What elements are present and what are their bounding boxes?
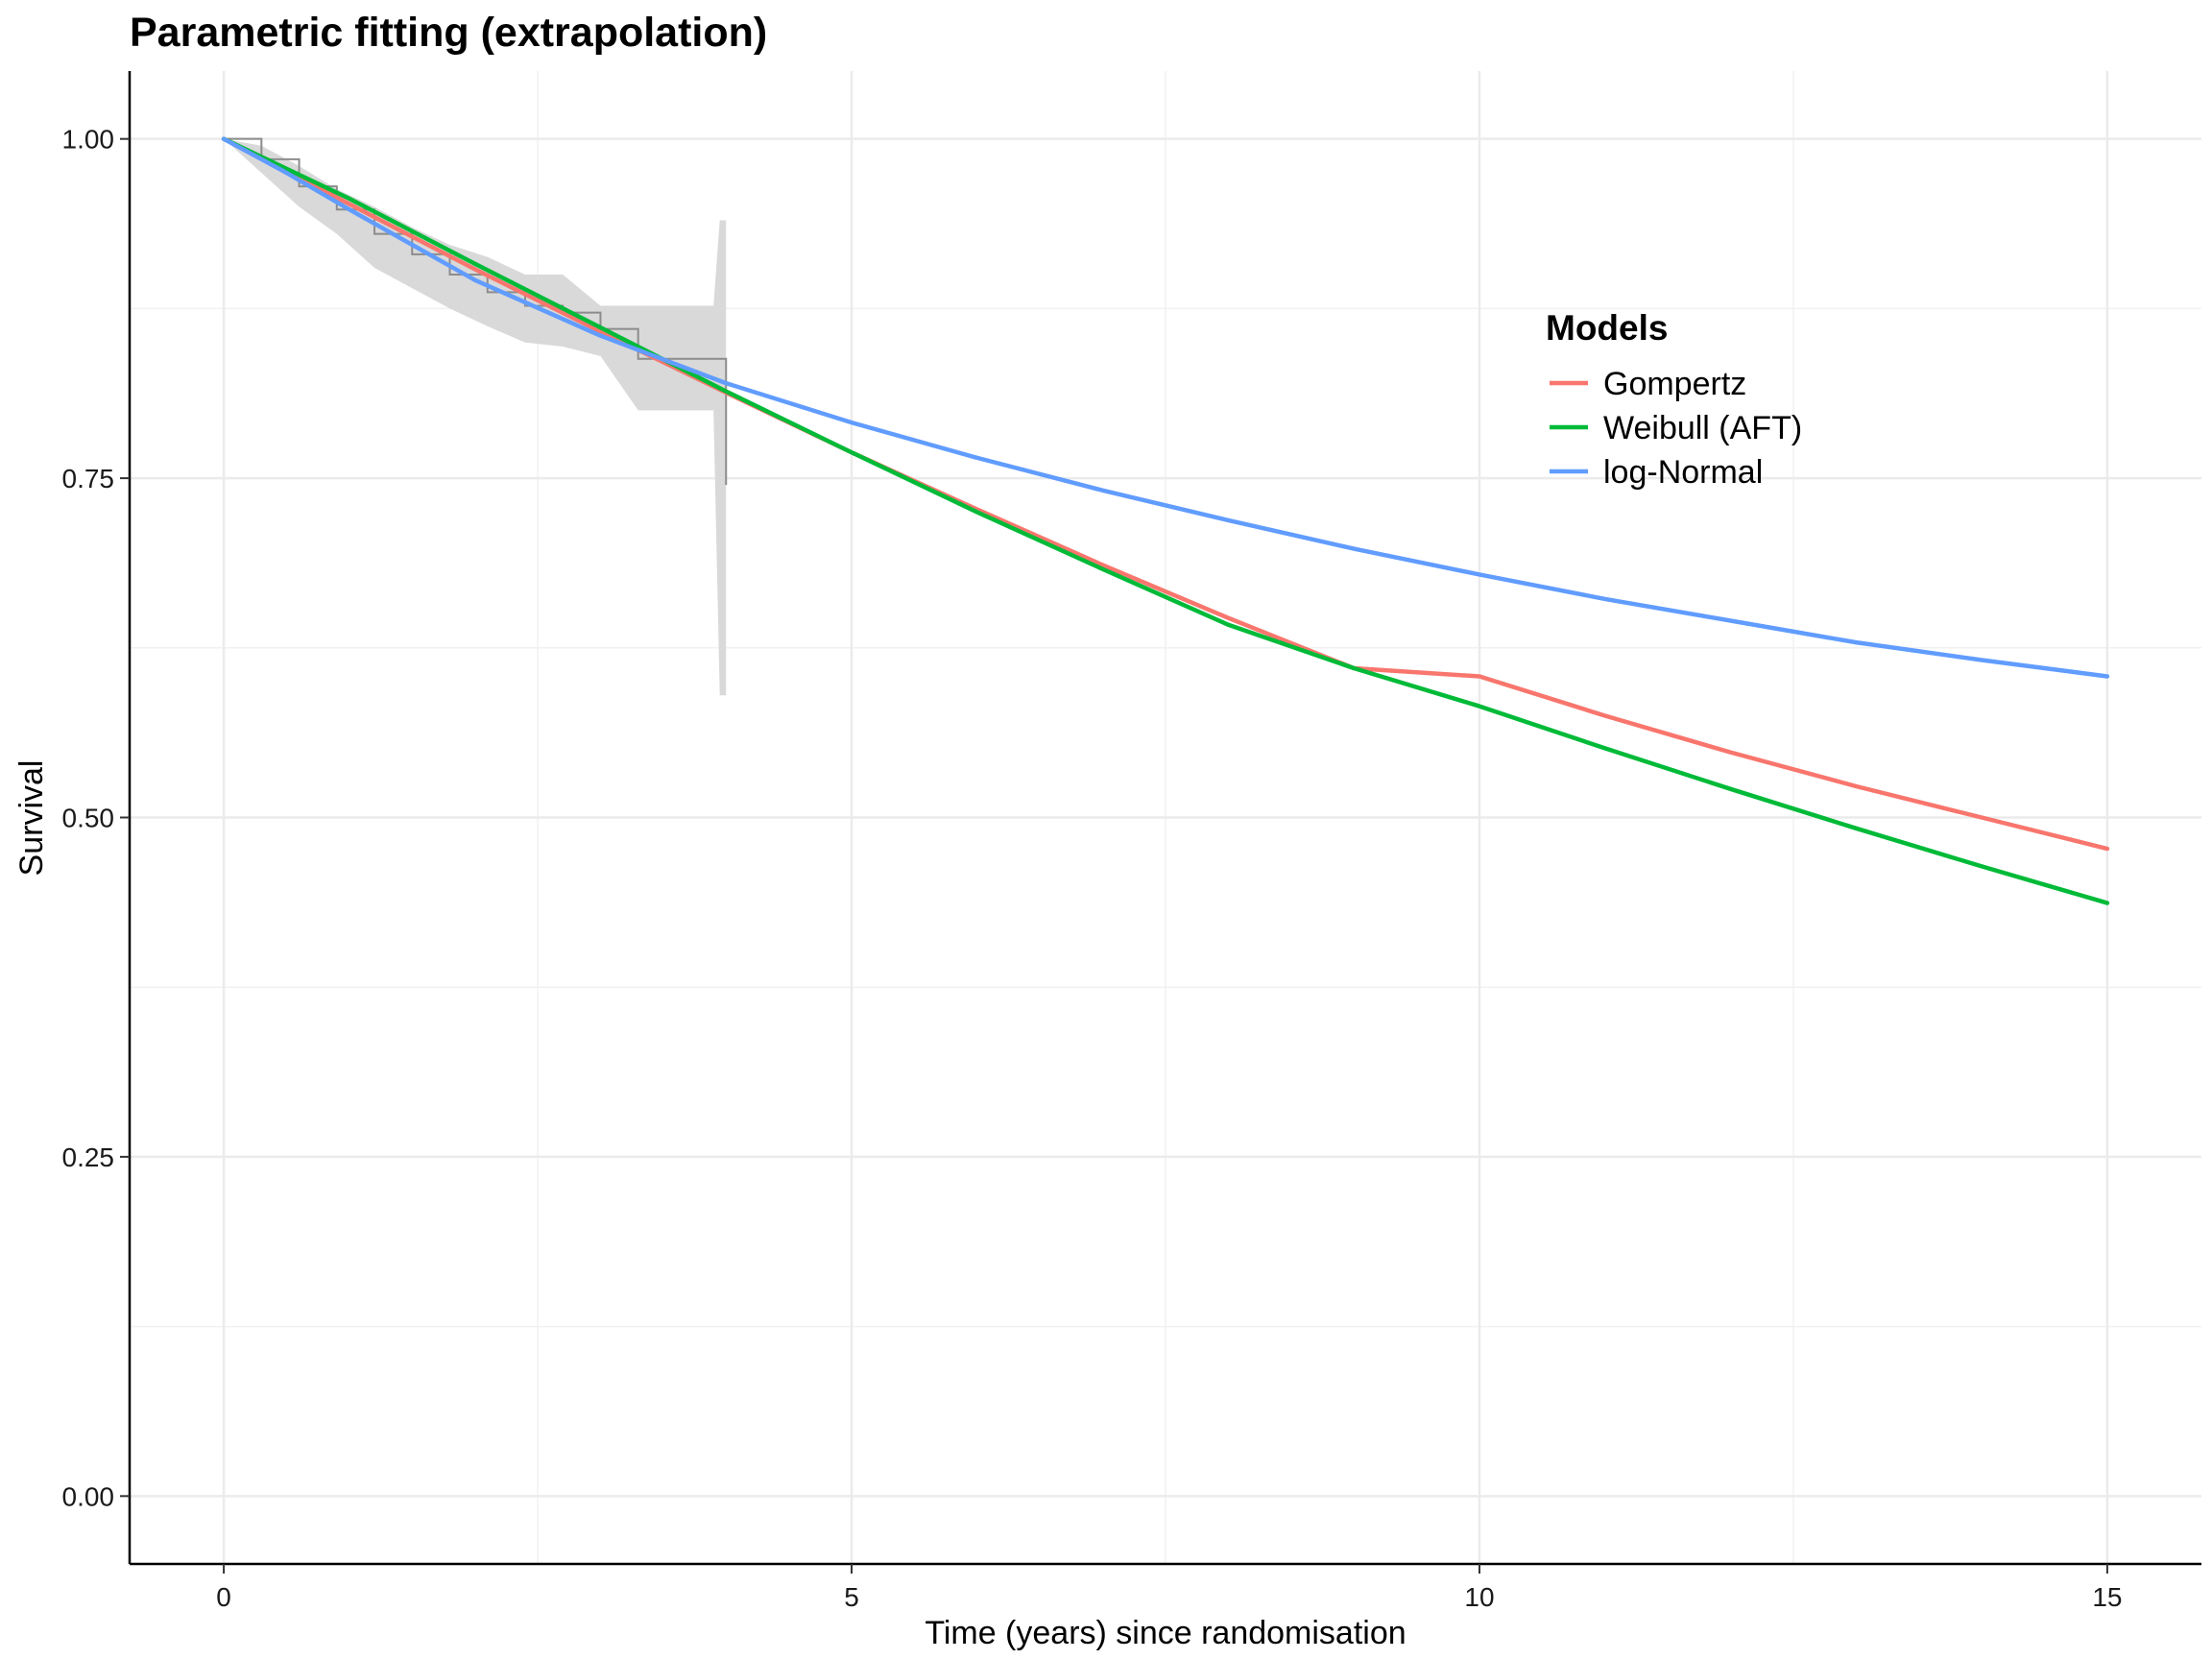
legend-label: log-Normal	[1603, 454, 1763, 491]
chart-title: Parametric fitting (extrapolation)	[130, 10, 767, 56]
y-tick-label: 0.25	[62, 1142, 115, 1172]
x-tick-label: 15	[2092, 1582, 2122, 1612]
legend-items: Gompertz Weibull (AFT) log-Normal	[1550, 366, 1802, 491]
gridlines	[130, 71, 2201, 1564]
y-tick-label: 0.00	[62, 1481, 115, 1511]
series-line-log-normal	[221, 136, 2110, 679]
legend-label: Gompertz	[1603, 366, 1746, 402]
y-tick-label: 0.75	[62, 464, 115, 493]
ticks: 0 5 10 15 0.00 0.25 0.50 0.75 1.00	[62, 125, 2123, 1612]
x-tick-label: 5	[844, 1582, 859, 1612]
y-tick-label: 0.50	[62, 804, 115, 833]
x-axis-title: Time (years) since randomisation	[925, 1615, 1406, 1651]
y-axis-title: Survival	[13, 760, 50, 877]
x-tick-label: 0	[216, 1582, 231, 1612]
series-lines	[221, 136, 2110, 905]
y-tick-label: 1.00	[62, 125, 115, 155]
legend: Models Gompertz Weibull (AFT) log-Normal	[1546, 308, 1802, 491]
series-line-gompertz	[221, 136, 2110, 852]
legend-title: Models	[1546, 308, 1668, 348]
legend-label: Weibull (AFT)	[1603, 410, 1802, 446]
x-tick-label: 10	[1464, 1582, 1494, 1612]
series-line-weibull-aft	[221, 136, 2110, 905]
